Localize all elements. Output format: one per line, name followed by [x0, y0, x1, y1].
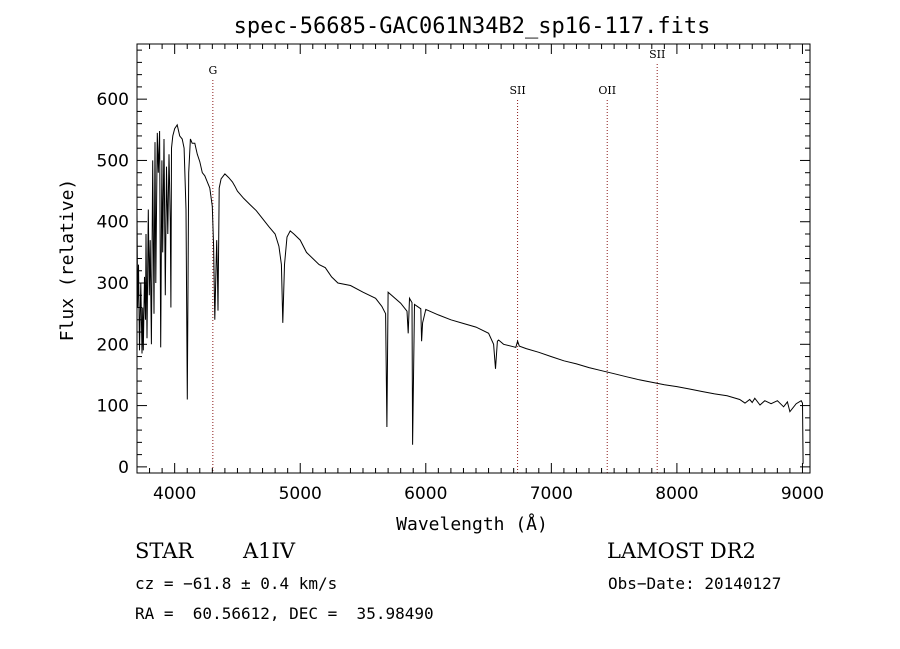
- x-tick-label: 7000: [530, 484, 573, 504]
- spectrum-series-line: [136, 123, 804, 464]
- object-subclass: A1IV: [243, 539, 295, 563]
- x-tick-label: 5000: [279, 484, 322, 504]
- x-tick-label: 4000: [153, 484, 196, 504]
- line-marker-label: OII: [598, 84, 616, 97]
- x-tick-label: 8000: [655, 484, 698, 504]
- y-tick-label: 0: [118, 458, 129, 478]
- line-marker-label: SII: [649, 48, 665, 61]
- line-markers: G SII OII SII: [208, 48, 665, 473]
- y-axis-label: Flux (relative): [57, 179, 78, 342]
- chart-title: spec-56685-GAC061N34B2_sp16-117.fits: [234, 14, 711, 39]
- survey-name: LAMOST DR2: [607, 539, 756, 563]
- y-tick-label: 400: [97, 213, 129, 233]
- line-marker-label: SII: [509, 84, 525, 97]
- y-tick-label: 600: [97, 90, 129, 110]
- obs-date-label: Obs−Date: 20140127: [608, 574, 782, 593]
- y-tick-label: 500: [97, 151, 129, 171]
- plot-frame: [136, 43, 811, 474]
- x-axis: 4000 5000 6000 7000 8000 9000: [149, 44, 824, 504]
- y-tick-label: 200: [97, 335, 129, 355]
- x-tick-label: 9000: [781, 484, 824, 504]
- x-tick-label: 6000: [404, 484, 447, 504]
- object-class: STAR: [135, 539, 194, 563]
- x-axis-label: Wavelength (Å): [396, 513, 548, 535]
- line-marker-label: G: [208, 64, 217, 77]
- coordinates-label: RA = 60.56612, DEC = 35.98490: [135, 604, 434, 623]
- velocity-label: cz = −61.8 ± 0.4 km/s: [135, 574, 338, 593]
- y-tick-label: 100: [97, 397, 129, 417]
- y-axis: 0 100 200 300 400 500 600: [97, 49, 810, 478]
- y-tick-label: 300: [97, 274, 129, 294]
